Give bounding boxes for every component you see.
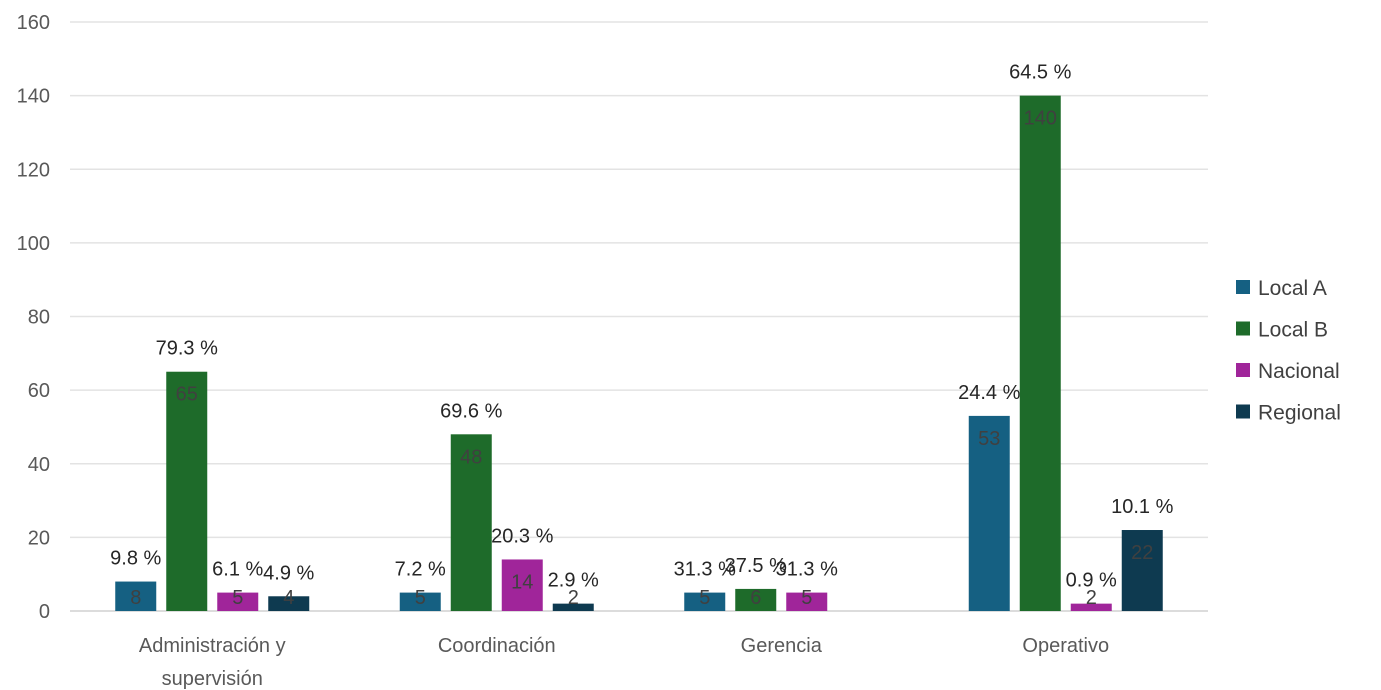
legend-swatch bbox=[1236, 280, 1250, 294]
bar bbox=[450, 434, 492, 611]
x-tick-label: Administración y bbox=[139, 635, 286, 657]
bar-percent-label: 4.9 % bbox=[263, 562, 314, 584]
x-tick-label: supervisión bbox=[162, 668, 263, 690]
bar-value-label: 2 bbox=[568, 587, 579, 609]
bar-value-label: 2 bbox=[1086, 587, 1097, 609]
bar bbox=[786, 592, 828, 611]
y-tick-label: 80 bbox=[28, 307, 50, 329]
bar-percent-label: 64.5 % bbox=[1009, 62, 1071, 84]
legend-swatch bbox=[1236, 321, 1250, 336]
bar-value-label: 65 bbox=[176, 384, 198, 406]
y-tick-label: 100 bbox=[17, 233, 50, 255]
x-tick-label: Operativo bbox=[1022, 635, 1109, 657]
x-axis: Administración y supervisión Coordinación G… bbox=[139, 635, 1109, 690]
bar bbox=[552, 603, 594, 611]
bar-percent-label: 9.8 % bbox=[110, 548, 161, 570]
y-tick-label: 60 bbox=[28, 380, 50, 402]
bar bbox=[268, 596, 310, 611]
bar bbox=[968, 415, 1010, 611]
x-tick-label: Coordinación bbox=[438, 635, 556, 657]
bar-value-label: 140 bbox=[1024, 108, 1057, 130]
legend-label: Local B bbox=[1258, 319, 1328, 342]
bar-value-label: 5 bbox=[232, 587, 243, 609]
y-tick-label: 0 bbox=[39, 601, 50, 623]
bar-value-label: 5 bbox=[801, 587, 812, 609]
bar-percent-label: 6.1 % bbox=[212, 559, 263, 581]
bar-percent-label: 69.6 % bbox=[440, 400, 502, 422]
y-tick-label: 140 bbox=[17, 86, 50, 108]
bar-value-label: 48 bbox=[460, 446, 482, 468]
bar bbox=[501, 559, 543, 611]
y-axis: 0 20 40 60 80 100 120 140 160 bbox=[17, 12, 50, 623]
bar bbox=[1019, 95, 1061, 611]
bar-percent-label: 20.3 % bbox=[491, 525, 553, 547]
bar-value-label: 5 bbox=[415, 587, 426, 609]
bar-percent-label: 10.1 % bbox=[1111, 496, 1173, 518]
bar-percent-label: 31.3 % bbox=[776, 559, 838, 581]
bar-percent-label: 31.3 % bbox=[674, 559, 736, 581]
legend-label: Regional bbox=[1258, 402, 1341, 425]
bar-percent-label: 0.9 % bbox=[1066, 570, 1117, 592]
bars bbox=[115, 95, 1163, 611]
bar bbox=[1121, 530, 1163, 611]
bar-value-label: 8 bbox=[130, 587, 141, 609]
bar-value-label: 14 bbox=[511, 571, 533, 593]
bar bbox=[1070, 603, 1112, 611]
legend-label: Local A bbox=[1258, 277, 1327, 300]
gridlines bbox=[70, 21, 1208, 612]
bar-percent-label: 2.9 % bbox=[548, 570, 599, 592]
bar bbox=[684, 592, 726, 611]
y-tick-label: 40 bbox=[28, 454, 50, 476]
legend-swatch bbox=[1236, 404, 1250, 419]
y-tick-label: 120 bbox=[17, 159, 50, 181]
bar-value-label: 5 bbox=[699, 587, 710, 609]
bar bbox=[115, 581, 157, 611]
legend-label: Nacional bbox=[1258, 360, 1340, 383]
y-tick-label: 20 bbox=[28, 527, 50, 549]
x-tick-label: Gerencia bbox=[741, 635, 823, 657]
legend: Local A Local B Nacional Regional bbox=[1236, 277, 1341, 425]
bar-value-label: 22 bbox=[1131, 542, 1153, 564]
bar-percent-label: 24.4 % bbox=[958, 382, 1020, 404]
bar-percent-label: 37.5 % bbox=[725, 555, 787, 577]
bar bbox=[735, 588, 777, 611]
bar-value-label: 4 bbox=[283, 587, 294, 609]
bar bbox=[166, 371, 208, 611]
bar-percent-label: 79.3 % bbox=[156, 338, 218, 360]
bar-value-label: 53 bbox=[978, 428, 1000, 450]
y-tick-label: 160 bbox=[17, 12, 50, 34]
bar bbox=[399, 592, 441, 611]
bar-value-label: 6 bbox=[750, 587, 761, 609]
bar bbox=[217, 592, 259, 611]
bar-percent-label: 7.2 % bbox=[395, 559, 446, 581]
legend-swatch bbox=[1236, 363, 1250, 377]
